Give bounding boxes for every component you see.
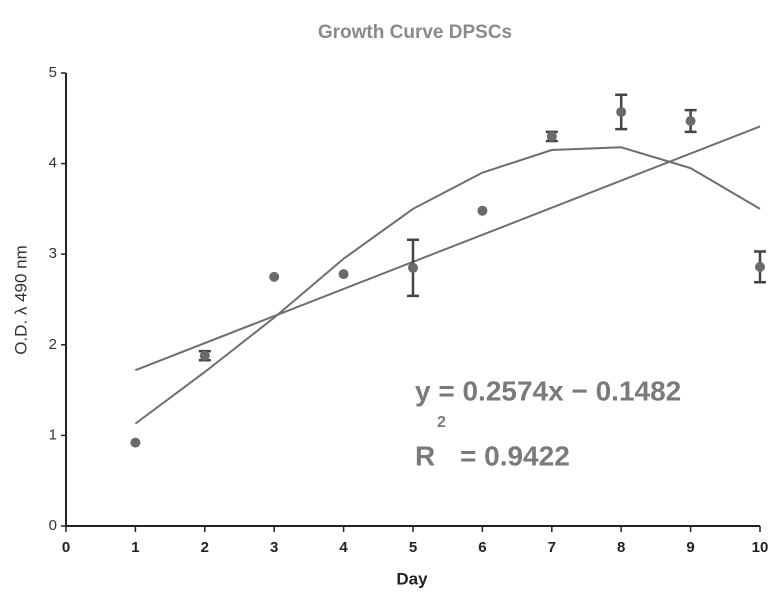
- r-value: = 0.9422: [460, 440, 570, 471]
- y-tick-label: 3: [49, 245, 57, 262]
- x-tick-label: 4: [339, 539, 348, 556]
- x-tick-label: 7: [548, 539, 556, 556]
- x-axis-label: Day: [396, 569, 428, 588]
- x-tick-label: 10: [752, 539, 769, 556]
- x-tick-label: 6: [478, 539, 486, 556]
- data-point: [547, 131, 557, 141]
- x-tick-label: 9: [686, 539, 694, 556]
- y-tick-label: 5: [49, 64, 57, 81]
- y-axis-label: O.D. λ 490 nm: [11, 245, 30, 355]
- x-tick-label: 5: [409, 539, 417, 556]
- page: {"chart_data": { "type": "scatter", "tit…: [0, 0, 773, 596]
- data-point: [339, 269, 349, 279]
- x-tick-label: 1: [131, 539, 139, 556]
- chart: Growth Curve DPSCs Day O.D. λ 490 nm y =…: [0, 0, 773, 596]
- data-point: [686, 116, 696, 126]
- equation: y = 0.2574x − 0.1482: [415, 375, 681, 406]
- data-point: [755, 262, 765, 272]
- r-superscript: 2: [437, 414, 446, 431]
- chart-title: Growth Curve DPSCs: [318, 22, 512, 43]
- x-tick-label: 8: [617, 539, 625, 556]
- data-point: [477, 206, 487, 216]
- y-tick-label: 1: [49, 426, 57, 443]
- fit-line: [135, 126, 760, 370]
- x-tick-label: 2: [201, 539, 209, 556]
- x-tick-label: 3: [270, 539, 278, 556]
- data-point: [408, 263, 418, 273]
- y-tick-label: 0: [49, 517, 57, 534]
- x-tick-label: 0: [62, 539, 70, 556]
- data-point: [269, 272, 279, 282]
- data-point: [616, 107, 626, 117]
- data-point: [130, 438, 140, 448]
- y-tick-label: 2: [49, 336, 57, 353]
- data-point: [200, 351, 210, 361]
- r-label: R: [415, 440, 435, 471]
- y-tick-label: 4: [49, 155, 57, 172]
